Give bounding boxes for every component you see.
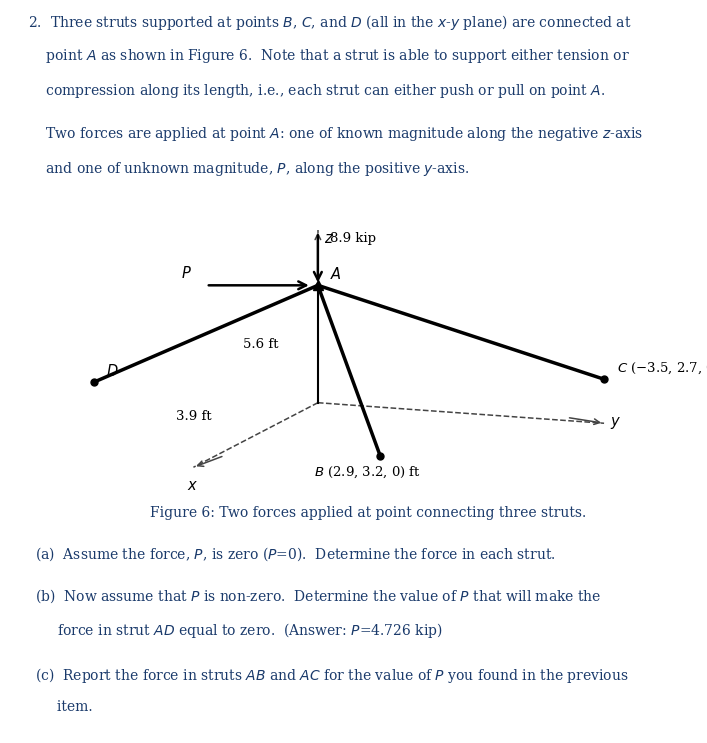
- Text: $x$: $x$: [187, 479, 199, 493]
- Text: $y$: $y$: [610, 415, 621, 431]
- Text: and one of unknown magnitude, $P$, along the positive $y$-axis.: and one of unknown magnitude, $P$, along…: [28, 160, 469, 178]
- Text: (b)  Now assume that $P$ is non-zero.  Determine the value of $P$ that will make: (b) Now assume that $P$ is non-zero. Det…: [35, 587, 602, 605]
- Text: 2.  Three struts supported at points $B$, $C$, and $D$ (all in the $x$-$y$ plane: 2. Three struts supported at points $B$,…: [28, 13, 632, 32]
- Text: $A$: $A$: [330, 267, 342, 282]
- Text: item.: item.: [35, 700, 93, 713]
- Text: force in strut $AD$ equal to zero.  (Answer: $P$=4.726 kip): force in strut $AD$ equal to zero. (Answ…: [35, 621, 443, 640]
- Text: point $A$ as shown in Figure 6.  Note that a strut is able to support either ten: point $A$ as shown in Figure 6. Note tha…: [28, 48, 630, 65]
- Text: (c)  Report the force in struts $AB$ and $AC$ for the value of $P$ you found in : (c) Report the force in struts $AB$ and …: [35, 666, 629, 685]
- Text: Figure 6: Two forces applied at point connecting three struts.: Figure 6: Two forces applied at point co…: [149, 506, 586, 520]
- Text: $P$: $P$: [181, 265, 192, 281]
- Text: 8.9 kip: 8.9 kip: [330, 232, 376, 245]
- Text: 5.6 ft: 5.6 ft: [243, 337, 279, 351]
- Text: $D$: $D$: [106, 363, 119, 379]
- Text: $z$: $z$: [324, 233, 334, 247]
- Text: (a)  Assume the force, $P$, is zero ($P$=0).  Determine the force in each strut.: (a) Assume the force, $P$, is zero ($P$=…: [35, 545, 556, 562]
- Text: 3.9 ft: 3.9 ft: [175, 410, 211, 424]
- Text: compression along its length, i.e., each strut can either push or pull on point : compression along its length, i.e., each…: [28, 82, 605, 100]
- Text: $B$ (2.9, 3.2, 0) ft: $B$ (2.9, 3.2, 0) ft: [314, 465, 421, 480]
- Text: Two forces are applied at point $A$: one of known magnitude along the negative $: Two forces are applied at point $A$: one…: [28, 126, 643, 143]
- Text: $C$ (−3.5, 2.7, 0) ft: $C$ (−3.5, 2.7, 0) ft: [617, 361, 707, 376]
